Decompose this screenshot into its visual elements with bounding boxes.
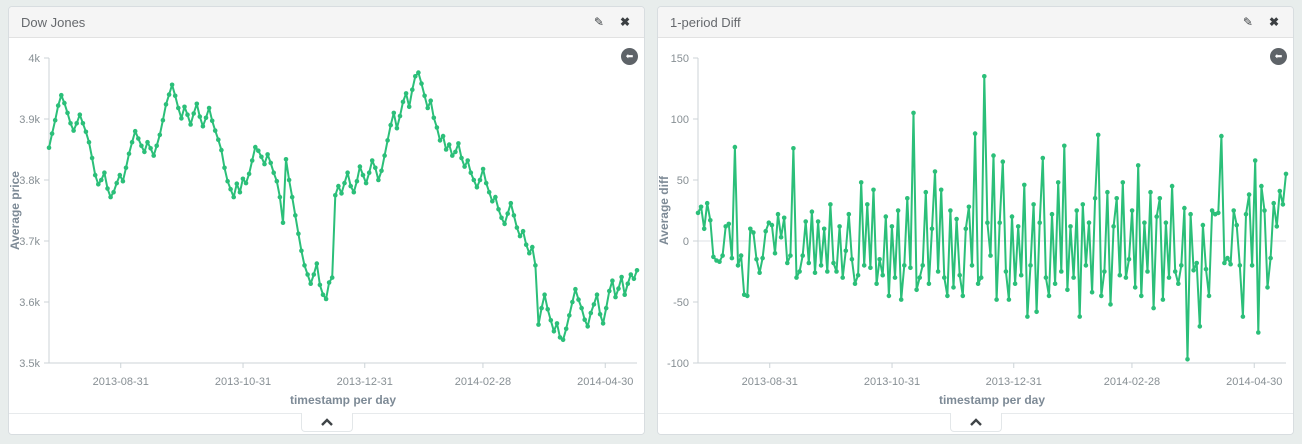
series-points <box>695 74 1289 362</box>
panel-title: 1-period Diff <box>670 14 741 30</box>
x-axis-label: timestamp per day <box>290 393 396 407</box>
panel-footer <box>658 413 1293 434</box>
x-tick-label: 2014-02-28 <box>1104 376 1160 388</box>
y-tick-label: -100 <box>667 358 689 370</box>
chevron-up-icon <box>969 417 982 426</box>
x-tick-label: 2014-02-28 <box>455 376 511 388</box>
reset-zoom-icon[interactable]: ⬅ <box>1270 48 1287 65</box>
chart-area: 4k 3.9k 3.8k 3.7k 3.6k 3.5k 2013-08-31 2013-10-… <box>9 38 644 413</box>
x-tick-label: 2013-10-31 <box>215 376 271 388</box>
series-line <box>48 71 638 341</box>
y-tick-label: 100 <box>671 114 689 126</box>
y-tick-label: 3.8k <box>19 175 40 187</box>
panel-title: Dow Jones <box>21 14 86 30</box>
diff-chart[interactable]: 150 100 50 0 -50 -100 2013-08-31 2013-10-31 2013… <box>658 38 1293 413</box>
collapse-panel-button[interactable] <box>949 413 1002 432</box>
edit-panel-icon[interactable]: ✎ <box>593 15 604 29</box>
axes <box>48 58 637 364</box>
x-tick-label: 2014-04-30 <box>577 376 633 388</box>
y-axis-label: Average diff <box>658 175 671 245</box>
y-tick-label: -50 <box>673 297 689 309</box>
close-panel-icon[interactable]: ✖ <box>1268 15 1279 29</box>
panel-header: Dow Jones ✎ ✖ <box>9 7 644 38</box>
y-tick-label: 3.7k <box>19 236 40 248</box>
y-axis-label: Average price <box>9 171 22 250</box>
y-tick-label: 3.6k <box>19 297 40 309</box>
collapse-panel-button[interactable] <box>300 413 353 432</box>
chevron-up-icon <box>320 417 333 426</box>
chart-area: 150 100 50 0 -50 -100 2013-08-31 2013-10-31 2013… <box>658 38 1293 413</box>
panel-header: 1-period Diff ✎ ✖ <box>658 7 1293 38</box>
dow-jones-chart[interactable]: 4k 3.9k 3.8k 3.7k 3.6k 3.5k 2013-08-31 2013-10-… <box>9 38 644 413</box>
x-tick-label: 2013-12-31 <box>337 376 393 388</box>
y-tick-label: 0 <box>683 236 689 248</box>
y-tick-label: 150 <box>671 53 689 65</box>
y-tick-label: 3.9k <box>19 114 40 126</box>
axes <box>697 58 1286 364</box>
panel-dow-jones: Dow Jones ✎ ✖ 4k 3.9k 3.8k 3.7k 3.6k 3.5k 2013… <box>8 6 645 435</box>
panel-footer <box>9 413 644 434</box>
reset-zoom-icon[interactable]: ⬅ <box>621 48 638 65</box>
x-tick-label: 2013-08-31 <box>93 376 149 388</box>
series-line <box>697 75 1287 361</box>
x-tick-label: 2014-04-30 <box>1226 376 1282 388</box>
y-tick-label: 50 <box>677 175 689 187</box>
x-tick-label: 2013-08-31 <box>742 376 798 388</box>
series-points <box>46 70 640 343</box>
x-tick-label: 2013-12-31 <box>986 376 1042 388</box>
edit-panel-icon[interactable]: ✎ <box>1242 15 1253 29</box>
x-axis-label: timestamp per day <box>939 393 1045 407</box>
y-tick-label: 3.5k <box>19 358 40 370</box>
x-tick-label: 2013-10-31 <box>864 376 920 388</box>
close-panel-icon[interactable]: ✖ <box>619 15 630 29</box>
y-tick-label: 4k <box>28 53 40 65</box>
panel-1-period-diff: 1-period Diff ✎ ✖ 150 100 50 0 -50 -100 2013-0… <box>657 6 1294 435</box>
